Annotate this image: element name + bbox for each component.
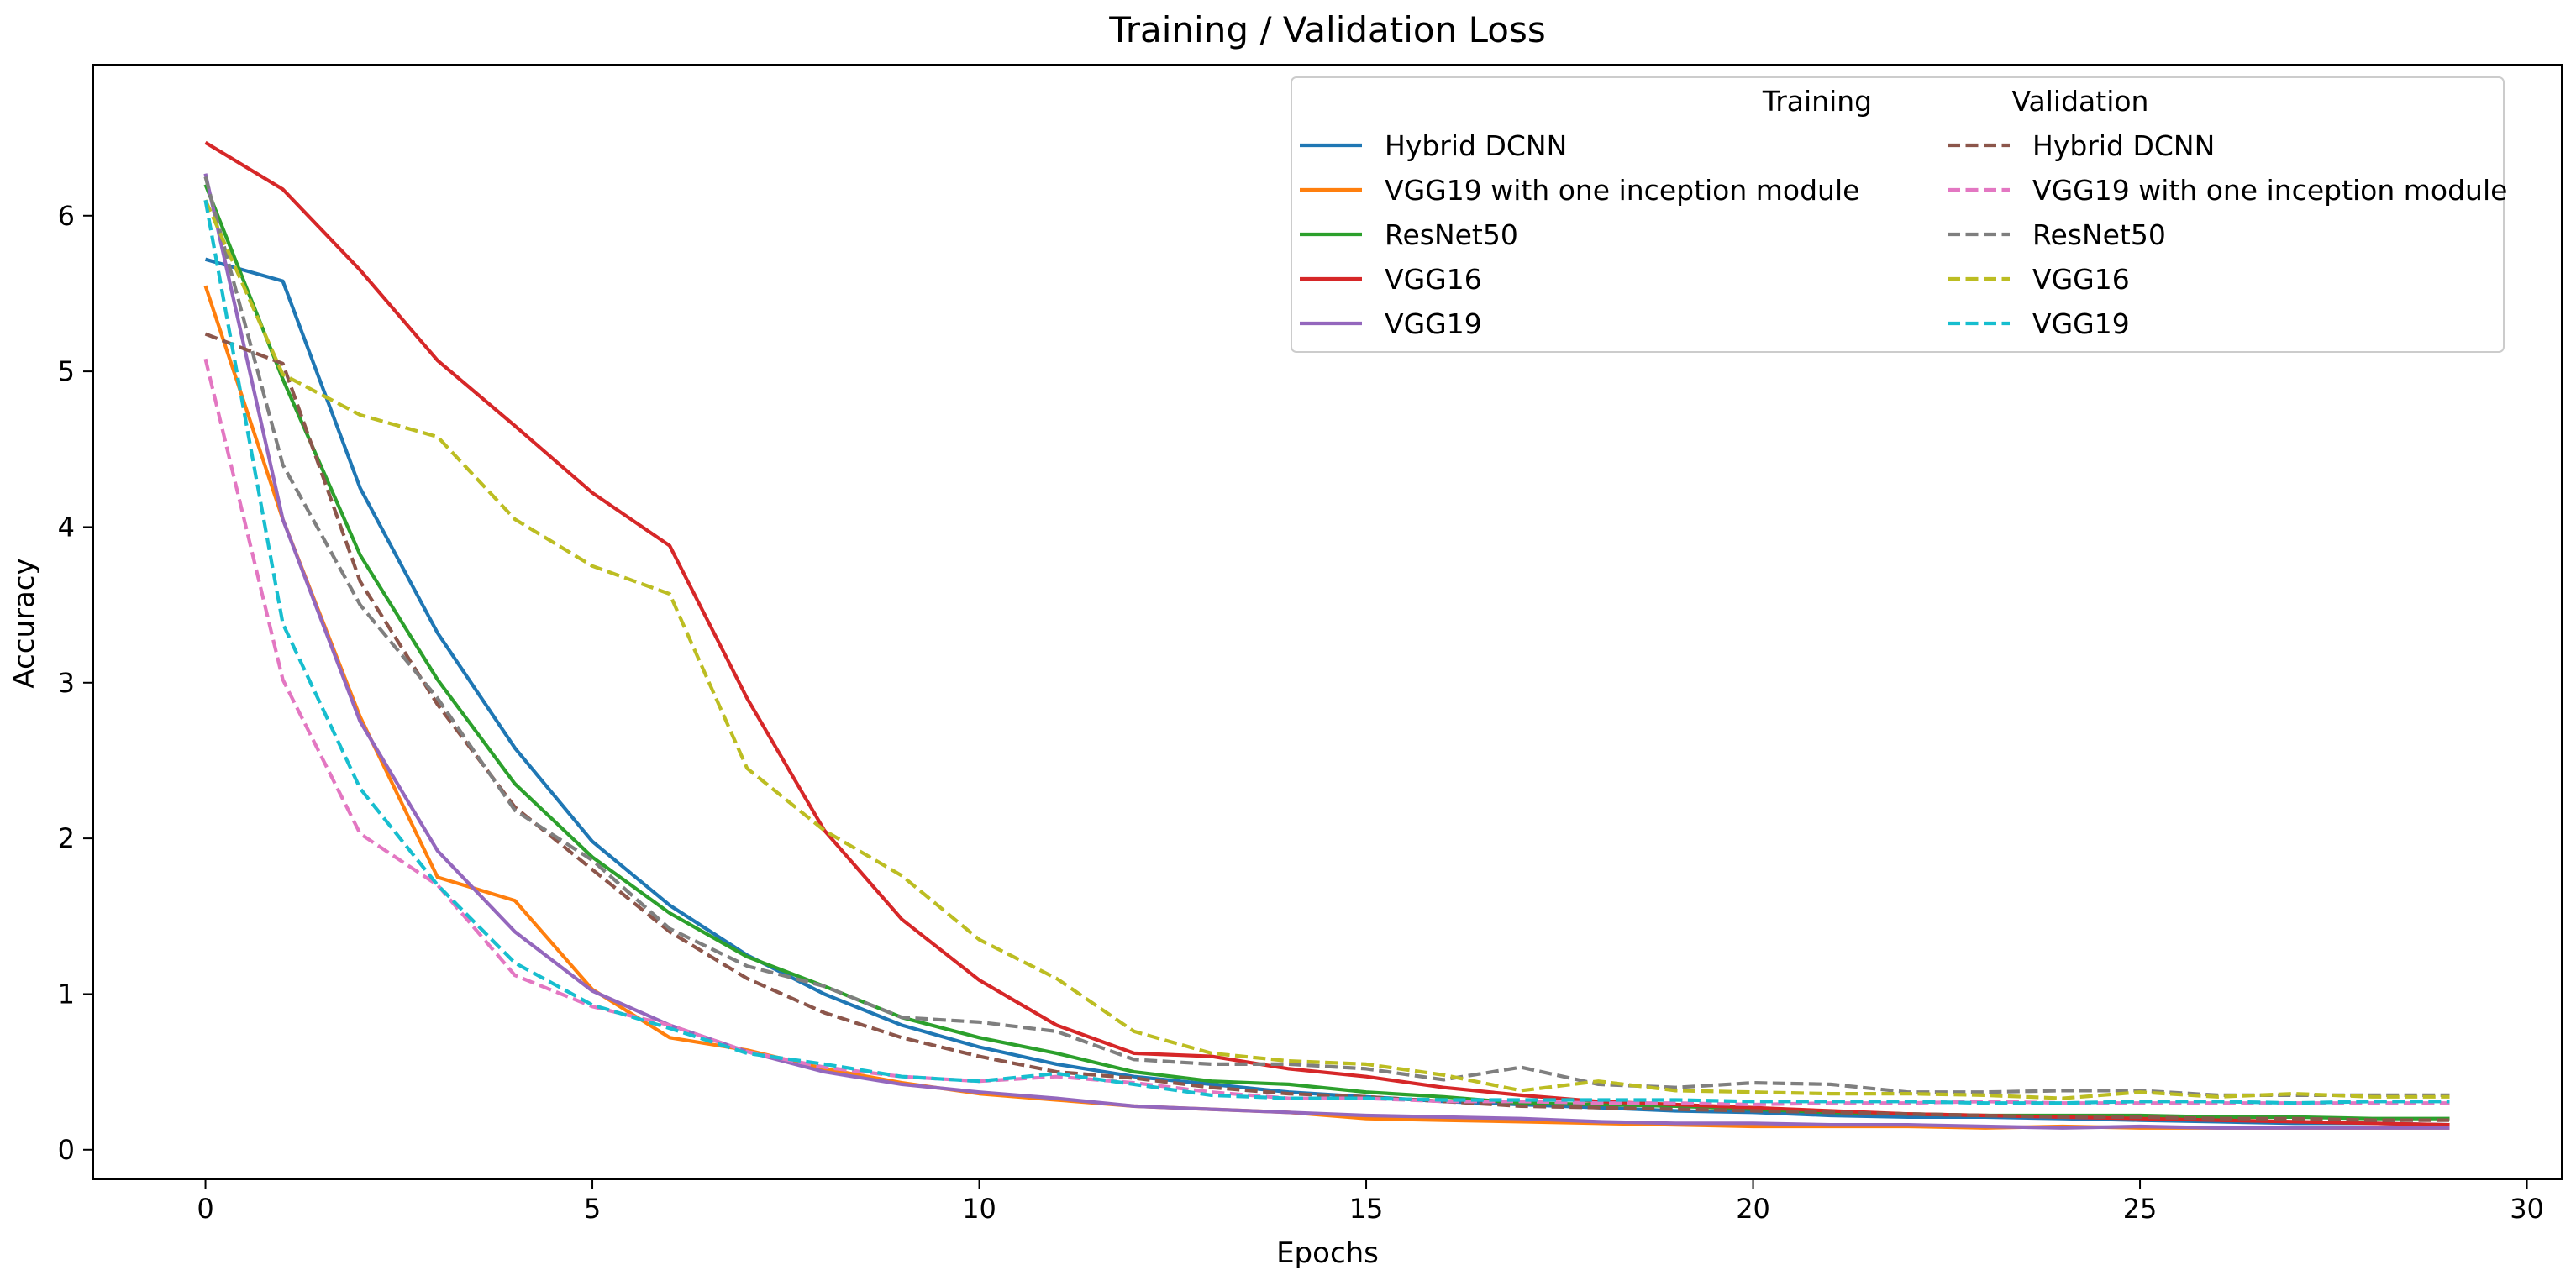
- legend-box: [1291, 76, 2505, 353]
- x-axis-label: Epochs: [1276, 1236, 1379, 1270]
- legend-label: VGG19: [2032, 307, 2130, 340]
- chart-title: Training / Validation Loss: [1108, 9, 1545, 50]
- legend-label: Hybrid DCNN: [2032, 129, 2215, 162]
- x-tick-label: 20: [1736, 1193, 1770, 1225]
- x-tick-label: 30: [2510, 1193, 2544, 1225]
- series-line-validation-hybrid-dcnn: [204, 332, 2450, 1122]
- series-layer: [203, 140, 2450, 1130]
- y-tick-label: 4: [58, 511, 75, 543]
- x-tick-label: 10: [962, 1193, 996, 1225]
- series-line-validation-resnet50: [203, 176, 2450, 1098]
- legend-label: VGG16: [2032, 263, 2130, 296]
- legend-label: ResNet50: [1385, 218, 1518, 251]
- legend-label: Hybrid DCNN: [1385, 129, 1567, 162]
- x-tick-label: 15: [1349, 1193, 1384, 1225]
- y-tick-label: 6: [58, 200, 75, 232]
- y-tick-label: 5: [58, 355, 75, 387]
- legend-label: ResNet50: [2032, 218, 2166, 251]
- series-line-validation-vgg16: [203, 199, 2450, 1100]
- y-tick-label: 3: [58, 667, 75, 699]
- series-line-validation-vgg19: [203, 199, 2450, 1105]
- legend-label: VGG19: [1385, 307, 1482, 340]
- legend-header-validation: Validation: [2012, 85, 2149, 118]
- legend-header-training: Training: [1762, 85, 1872, 118]
- axes-layer: 0 5 10 15 20 25 30 0 1 2 3 4 5 6: [58, 64, 2563, 1225]
- x-tick-label: 5: [584, 1193, 601, 1225]
- y-tick-label: 1: [58, 978, 75, 1010]
- x-tick-label: 25: [2123, 1193, 2158, 1225]
- y-tick-label: 0: [58, 1134, 75, 1166]
- legend-label: VGG16: [1385, 263, 1482, 296]
- plot-frame: [92, 64, 2563, 1180]
- y-tick-label: 2: [58, 822, 75, 854]
- x-tick-label: 0: [197, 1193, 213, 1225]
- series-line-training-vgg19: [203, 173, 2450, 1130]
- legend-label: VGG19 with one inception module: [1385, 174, 1859, 207]
- legend: Training Validation Hybrid DCNN VGG19 with …: [1291, 76, 2507, 353]
- legend-label: VGG19 with one inception module: [2032, 174, 2507, 207]
- y-axis-label: Accuracy: [8, 558, 41, 688]
